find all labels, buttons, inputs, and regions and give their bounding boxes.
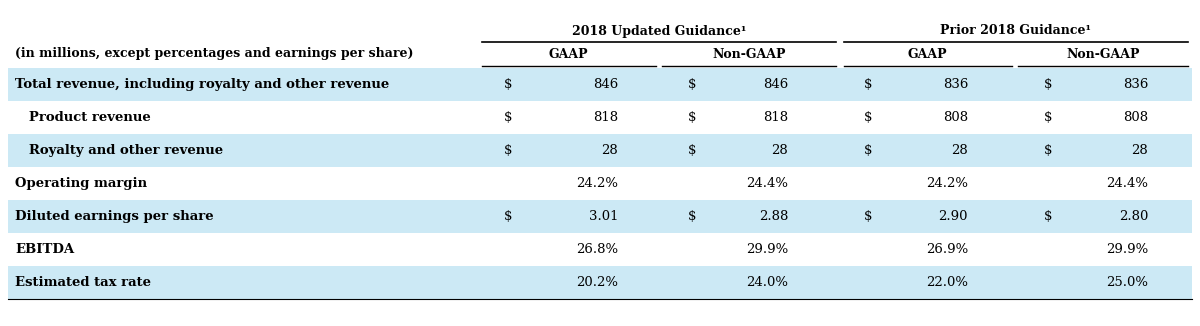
Text: 2.90: 2.90 <box>938 210 968 223</box>
Text: (in millions, except percentages and earnings per share): (in millions, except percentages and ear… <box>14 48 414 61</box>
Text: Total revenue, including royalty and other revenue: Total revenue, including royalty and oth… <box>14 78 389 91</box>
Text: 29.9%: 29.9% <box>745 243 788 256</box>
Text: 26.9%: 26.9% <box>925 243 968 256</box>
Text: GAAP: GAAP <box>548 48 588 61</box>
Text: 836: 836 <box>943 78 968 91</box>
Text: $: $ <box>864 78 872 91</box>
Text: 28: 28 <box>1132 144 1148 157</box>
Text: 24.4%: 24.4% <box>746 177 788 190</box>
Text: $: $ <box>688 78 696 91</box>
Text: 808: 808 <box>943 111 968 124</box>
Text: 28: 28 <box>772 144 788 157</box>
Bar <box>8 134 1192 167</box>
Text: $: $ <box>864 144 872 157</box>
Text: 29.9%: 29.9% <box>1105 243 1148 256</box>
Text: $: $ <box>504 111 512 124</box>
Text: $: $ <box>504 210 512 223</box>
Text: $: $ <box>1044 111 1052 124</box>
Text: $: $ <box>688 210 696 223</box>
Text: 28: 28 <box>601 144 618 157</box>
Text: 26.8%: 26.8% <box>576 243 618 256</box>
Bar <box>8 266 1192 299</box>
Text: 846: 846 <box>763 78 788 91</box>
Text: Operating margin: Operating margin <box>14 177 148 190</box>
Bar <box>8 68 1192 101</box>
Text: 2.80: 2.80 <box>1118 210 1148 223</box>
Text: 836: 836 <box>1123 78 1148 91</box>
Text: 2018 Updated Guidance¹: 2018 Updated Guidance¹ <box>572 24 746 37</box>
Text: 808: 808 <box>1123 111 1148 124</box>
Text: 3.01: 3.01 <box>588 210 618 223</box>
Text: 22.0%: 22.0% <box>926 276 968 289</box>
Text: $: $ <box>504 78 512 91</box>
Text: 24.2%: 24.2% <box>926 177 968 190</box>
Text: Non-GAAP: Non-GAAP <box>713 48 786 61</box>
Text: Non-GAAP: Non-GAAP <box>1067 48 1140 61</box>
Text: 2.88: 2.88 <box>758 210 788 223</box>
Text: $: $ <box>504 144 512 157</box>
Text: 24.4%: 24.4% <box>1106 177 1148 190</box>
Text: $: $ <box>1044 144 1052 157</box>
Text: 20.2%: 20.2% <box>576 276 618 289</box>
Text: Estimated tax rate: Estimated tax rate <box>14 276 151 289</box>
Text: $: $ <box>688 144 696 157</box>
Text: Diluted earnings per share: Diluted earnings per share <box>14 210 214 223</box>
Text: 24.2%: 24.2% <box>576 177 618 190</box>
Text: 846: 846 <box>593 78 618 91</box>
Text: 25.0%: 25.0% <box>1106 276 1148 289</box>
Text: $: $ <box>864 210 872 223</box>
Text: 28: 28 <box>952 144 968 157</box>
Text: $: $ <box>1044 210 1052 223</box>
Text: 24.0%: 24.0% <box>746 276 788 289</box>
Text: Prior 2018 Guidance¹: Prior 2018 Guidance¹ <box>941 24 1092 37</box>
Text: EBITDA: EBITDA <box>14 243 74 256</box>
Text: Royalty and other revenue: Royalty and other revenue <box>14 144 223 157</box>
Text: $: $ <box>1044 78 1052 91</box>
Text: $: $ <box>688 111 696 124</box>
Bar <box>8 200 1192 233</box>
Text: Product revenue: Product revenue <box>14 111 151 124</box>
Text: 818: 818 <box>763 111 788 124</box>
Text: GAAP: GAAP <box>907 48 947 61</box>
Text: 818: 818 <box>593 111 618 124</box>
Text: $: $ <box>864 111 872 124</box>
